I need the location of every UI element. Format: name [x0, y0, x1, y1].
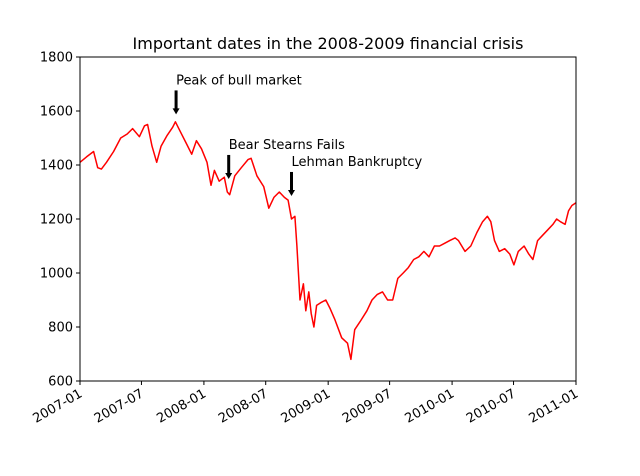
x-tick-label: 2011-01: [526, 386, 581, 426]
axes-frame: [79, 56, 577, 382]
x-tick-label: 2009-07: [340, 386, 395, 426]
annotation-arrow-head: [225, 172, 233, 179]
annotation-arrow-head: [172, 108, 180, 115]
annotation-label: Peak of bull market: [176, 73, 302, 88]
y-tick-label: 600: [48, 375, 73, 390]
x-axis: 2007-01 2007-07 2008-01 2008-07 2009-01 2009-…: [30, 381, 581, 427]
x-tick-label: 2008-01: [154, 386, 209, 426]
annotation-label: Lehman Bankruptcy: [292, 155, 423, 170]
annotation-1: Bear Stearns Fails: [225, 138, 345, 179]
annotations: Peak of bull market Bear Stearns Fails Leh…: [172, 73, 422, 196]
y-tick-label: 1400: [40, 159, 73, 174]
annotation-label: Bear Stearns Fails: [229, 138, 345, 153]
plot-area: [79, 121, 577, 361]
y-tick-label: 1000: [40, 267, 73, 282]
x-tick-label: 2007-01: [30, 386, 85, 426]
y-tick-label: 1200: [40, 213, 73, 228]
annotation-arrow-head: [288, 189, 296, 196]
x-tick-label: 2010-07: [464, 386, 519, 426]
chart-title: Important dates in the 2008-2009 financi…: [133, 34, 524, 53]
y-axis: 600 800 1000 1200 1400 1600 1800: [40, 51, 80, 390]
x-tick-label: 2009-01: [279, 386, 334, 426]
x-tick-label: 2010-01: [403, 386, 458, 426]
annotation-0: Peak of bull market: [172, 73, 302, 115]
x-tick-label: 2007-07: [92, 386, 147, 426]
x-tick-label: 2008-07: [216, 386, 271, 426]
series-line-0: [79, 121, 577, 361]
y-tick-label: 1800: [40, 51, 73, 66]
y-tick-label: 800: [48, 321, 73, 336]
annotation-2: Lehman Bankruptcy: [288, 155, 422, 196]
y-tick-label: 1600: [40, 105, 73, 120]
